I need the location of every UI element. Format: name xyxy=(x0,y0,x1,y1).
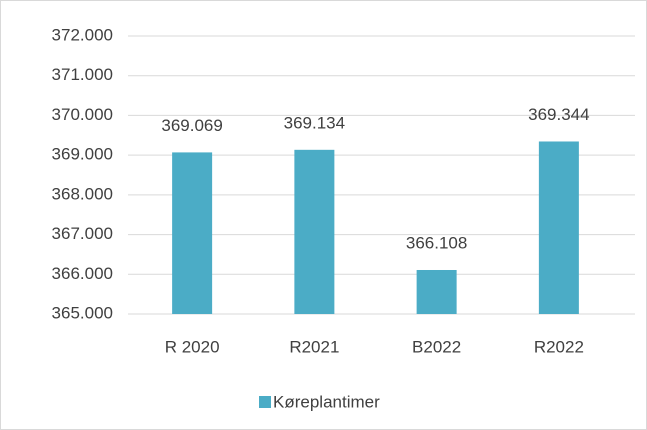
y-tick-label: 371.000 xyxy=(52,65,113,84)
bar xyxy=(172,152,213,314)
data-label: 369.134 xyxy=(284,113,345,132)
legend-label: Køreplantimer xyxy=(273,392,380,411)
x-tick-label: B2022 xyxy=(412,337,461,356)
y-tick-label: 370.000 xyxy=(52,105,113,124)
y-tick-label: 365.000 xyxy=(52,303,113,322)
bar xyxy=(416,269,457,314)
x-tick-label: R2021 xyxy=(289,337,339,356)
y-tick-label: 367.000 xyxy=(52,224,113,243)
y-tick-label: 368.000 xyxy=(52,184,113,203)
x-tick-label: R2022 xyxy=(534,337,584,356)
y-tick-label: 366.000 xyxy=(52,264,113,283)
bar xyxy=(294,149,335,314)
y-tick-label: 369.000 xyxy=(52,145,113,164)
data-label: 366.108 xyxy=(406,233,467,252)
x-tick-label: R 2020 xyxy=(165,337,220,356)
legend-swatch xyxy=(259,396,271,408)
data-label: 369.344 xyxy=(528,105,589,124)
bar xyxy=(538,141,579,314)
data-label: 369.069 xyxy=(161,116,222,135)
y-tick-label: 372.000 xyxy=(52,25,113,44)
